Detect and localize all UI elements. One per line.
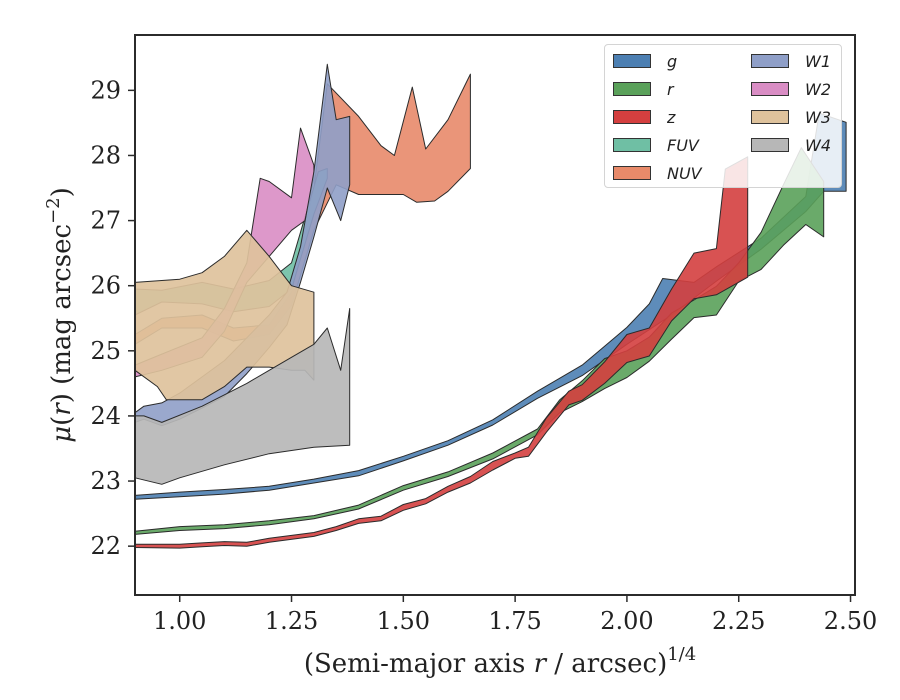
legend-swatch [613, 166, 651, 180]
y-tick-label: 28 [90, 141, 121, 169]
legend-item-r: r [613, 79, 674, 99]
series-layer [134, 63, 847, 549]
legend-item-w4: W4 [751, 135, 831, 155]
y-tick-label: 26 [90, 272, 121, 300]
band-w4 [134, 308, 351, 485]
y-axis-label-text: μ(r) (mag arcsec−2) [43, 187, 77, 443]
y-tick-label: 22 [90, 532, 121, 560]
legend-label: z [667, 107, 676, 127]
legend-swatch [613, 138, 651, 152]
y-axis-label: μ(r) (mag arcsec−2) [43, 187, 77, 443]
legend-item-nuv: NUV [613, 163, 702, 183]
legend: g r z FUV NUV W1 W2 W3 W4 [604, 44, 842, 188]
legend-label: W2 [805, 79, 831, 99]
x-ticks: 1.00 1.25 1.50 1.75 2.00 2.25 2.50 [153, 595, 877, 635]
legend-swatch [613, 82, 651, 96]
legend-label: W1 [805, 51, 831, 71]
legend-item-fuv: FUV [613, 135, 699, 155]
x-axis-label-text: (Semi-major axis r / arcsec)1/4 [304, 644, 696, 679]
x-tick-label: 1.75 [488, 607, 541, 635]
legend-item-z: z [613, 107, 675, 127]
legend-item-w3: W3 [751, 107, 831, 127]
legend-label: g [667, 51, 678, 71]
x-axis-label: (Semi-major axis r / arcsec)1/4 [304, 644, 696, 679]
legend-item-w2: W2 [751, 79, 831, 99]
legend-label: W4 [805, 135, 831, 155]
legend-swatch [613, 54, 651, 68]
legend-swatch [751, 138, 789, 152]
legend-label: r [667, 79, 674, 99]
x-tick-label: 1.25 [265, 607, 318, 635]
x-tick-label: 1.50 [377, 607, 430, 635]
x-tick-label: 2.50 [824, 607, 877, 635]
x-tick-label: 2.25 [712, 607, 765, 635]
legend-item-w1: W1 [751, 51, 831, 71]
plot-frame [134, 34, 856, 596]
legend-label: NUV [667, 163, 702, 183]
y-ticks: 22 23 24 25 26 27 28 29 [90, 76, 135, 560]
x-tick-label: 2.00 [600, 607, 653, 635]
y-tick-label: 25 [90, 337, 121, 365]
y-tick-label: 24 [90, 402, 121, 430]
legend-label: W3 [805, 107, 831, 127]
legend-swatch [751, 82, 789, 96]
legend-swatch [751, 110, 789, 124]
legend-swatch [751, 54, 789, 68]
y-tick-label: 23 [90, 467, 121, 495]
legend-swatch [613, 110, 651, 124]
y-tick-label: 27 [90, 207, 121, 235]
y-tick-label: 29 [90, 76, 121, 104]
legend-item-g: g [613, 51, 677, 71]
legend-label: FUV [667, 135, 699, 155]
x-tick-label: 1.00 [153, 607, 206, 635]
